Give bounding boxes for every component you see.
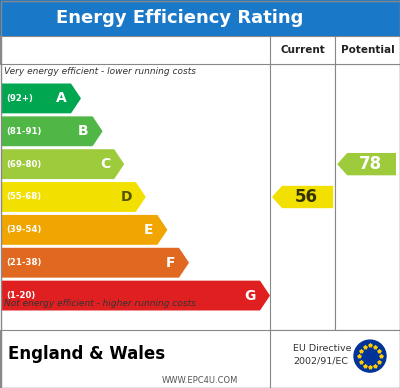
Text: Energy Efficiency Rating: Energy Efficiency Rating	[56, 9, 304, 27]
Text: WWW.EPC4U.COM: WWW.EPC4U.COM	[162, 376, 238, 385]
Polygon shape	[1, 149, 124, 179]
Bar	[0, 0, 400, 36]
Bar	[270, 64, 335, 330]
Text: Not energy efficient - higher running costs: Not energy efficient - higher running co…	[4, 300, 196, 308]
Text: (1-20): (1-20)	[6, 291, 35, 300]
Polygon shape	[1, 281, 270, 310]
Text: C: C	[100, 157, 110, 171]
Text: D: D	[120, 190, 132, 204]
Polygon shape	[272, 186, 333, 208]
Bar	[335, 64, 400, 330]
Polygon shape	[337, 153, 396, 175]
Text: Current: Current	[280, 45, 325, 55]
Polygon shape	[1, 248, 189, 278]
Polygon shape	[1, 116, 102, 146]
Text: (81-91): (81-91)	[6, 127, 41, 136]
Bar	[0, 36, 400, 64]
Text: B: B	[78, 124, 89, 138]
Text: EU Directive
2002/91/EC: EU Directive 2002/91/EC	[293, 344, 351, 365]
Text: Very energy efficient - lower running costs: Very energy efficient - lower running co…	[4, 68, 196, 76]
Polygon shape	[1, 182, 146, 212]
Text: G: G	[245, 289, 256, 303]
Text: (21-38): (21-38)	[6, 258, 41, 267]
Text: Potential: Potential	[341, 45, 394, 55]
Text: F: F	[166, 256, 175, 270]
Text: England & Wales: England & Wales	[8, 345, 165, 363]
Text: 56: 56	[295, 188, 318, 206]
Bar	[0, 330, 400, 388]
Polygon shape	[1, 215, 168, 245]
Text: (69-80): (69-80)	[6, 159, 41, 169]
Text: (92+): (92+)	[6, 94, 33, 103]
Text: (55-68): (55-68)	[6, 192, 41, 201]
Polygon shape	[1, 83, 81, 113]
Circle shape	[354, 340, 386, 372]
Text: 78: 78	[359, 155, 382, 173]
Text: (39-54): (39-54)	[6, 225, 41, 234]
Text: A: A	[56, 92, 67, 106]
Text: E: E	[144, 223, 154, 237]
